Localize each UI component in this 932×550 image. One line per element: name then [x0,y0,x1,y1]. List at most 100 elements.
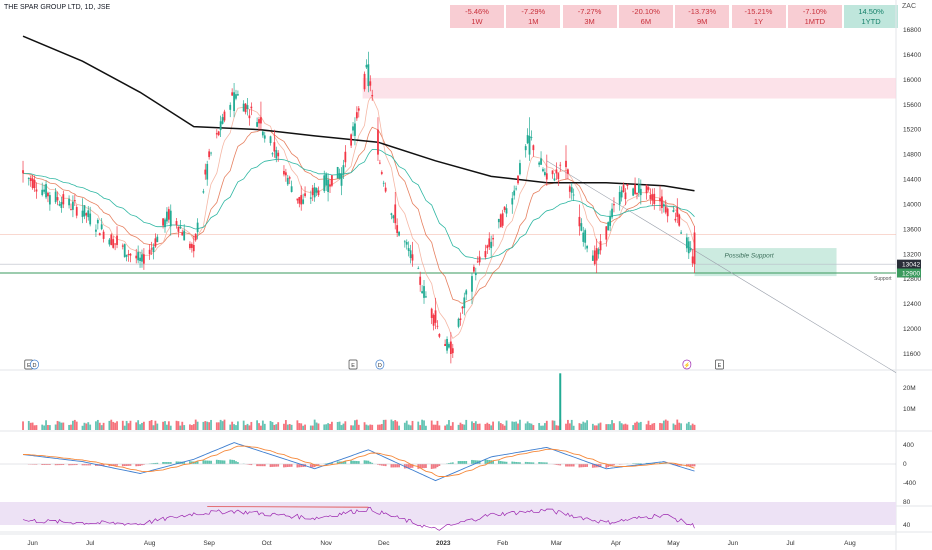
volume-bar [599,422,602,430]
macd-hist-bar [528,462,531,464]
candle-body [248,115,251,119]
volume-tick: 10M [903,406,916,413]
volume-bar [390,419,393,430]
candle-body [405,242,408,245]
candle-body [217,131,220,136]
candle-body [513,190,516,196]
volume-bar [392,421,395,430]
macd-hist-bar [260,464,262,467]
volume-bar [499,423,502,430]
volume-bar [248,425,251,430]
candle-body [98,233,101,236]
candle-body [256,122,258,127]
volume-bar [459,422,462,430]
volume-bar [638,422,640,430]
volume-bar [277,422,280,430]
macd-hist-bar [611,464,613,466]
candle-body [210,152,212,154]
volume-bar [196,421,199,430]
candle-body [221,117,224,124]
volume-bar [142,421,145,430]
candle-body [484,251,487,258]
macd-hist-bar [150,463,153,464]
candle-body [273,142,276,152]
macd-hist-bar [35,464,38,465]
macd-signal-line [22,445,695,477]
candle-body [434,310,437,323]
candle-body [664,206,667,213]
candle-body [613,204,615,206]
macd-hist-bar [538,462,541,464]
volume-bar [634,422,636,430]
macd-hist-bar [142,464,145,465]
volume-bar [407,424,410,430]
candle-body [81,210,84,217]
candle-body [175,221,178,225]
volume-bar [22,421,24,430]
candle-body [162,218,164,226]
candle-body [331,175,333,186]
candle-body [624,192,627,200]
macd-hist-bar [85,464,88,466]
volume-bar [607,424,610,430]
volume-bar [511,421,514,430]
volume-bar [340,425,343,430]
macd-hist-bar [139,464,141,466]
volume-bar [47,424,49,430]
time-tick: Apr [611,540,622,547]
candle-body [164,219,166,228]
macd-hist-bar [95,464,97,466]
candle-body [154,238,157,247]
macd-hist-bar [114,464,117,466]
macd-hist-bar [296,464,299,468]
volume-bar [150,420,153,430]
volume-bar [488,423,491,430]
candle-body [490,241,493,249]
candle-body [378,162,381,164]
time-tick: Sep [203,540,215,547]
volume-bar [33,425,36,430]
candle-body [179,226,182,229]
volume-bar [540,425,542,430]
macd-hist-bar [283,464,285,468]
candle-body [417,268,420,270]
volume-bar [661,423,663,430]
macd-hist-bar [484,459,487,464]
volume-bar [436,420,439,430]
macd-hist-bar [396,464,399,468]
macd-hist-bar [691,464,694,467]
volume-bar [194,419,197,430]
candle-body [323,175,326,192]
time-tick: Jun [27,540,38,547]
time-tick: Aug [844,540,856,547]
macd-hist-bar [152,463,155,464]
volume-bar [645,424,648,430]
macd-hist-bar [235,461,237,464]
candle-body [459,318,462,320]
volume-bar [543,423,546,430]
macd-hist-bar [411,464,414,468]
macd-hist-bar [607,464,610,468]
volume-bar [542,425,544,430]
volume-bar [409,425,412,430]
candle-body [286,178,289,185]
macd-histogram [27,459,696,469]
candle-body [43,189,46,192]
volume-bar [73,419,76,430]
volume-bar [275,424,278,430]
volume-bar [98,422,101,430]
macd-hist-bar [371,462,374,464]
volume-bar [449,425,452,430]
volume-bar [465,419,468,430]
macd-hist-bar [169,462,172,464]
macd-hist-bar [430,464,433,469]
candle-body [394,204,397,224]
candle-body [543,172,546,176]
macd-hist-bar [112,464,115,466]
macd-hist-bar [363,460,366,464]
candle-body [114,243,117,245]
price-tick: 15600 [903,102,921,109]
macd-hist-bar [365,460,368,464]
volume-bar [141,422,143,430]
